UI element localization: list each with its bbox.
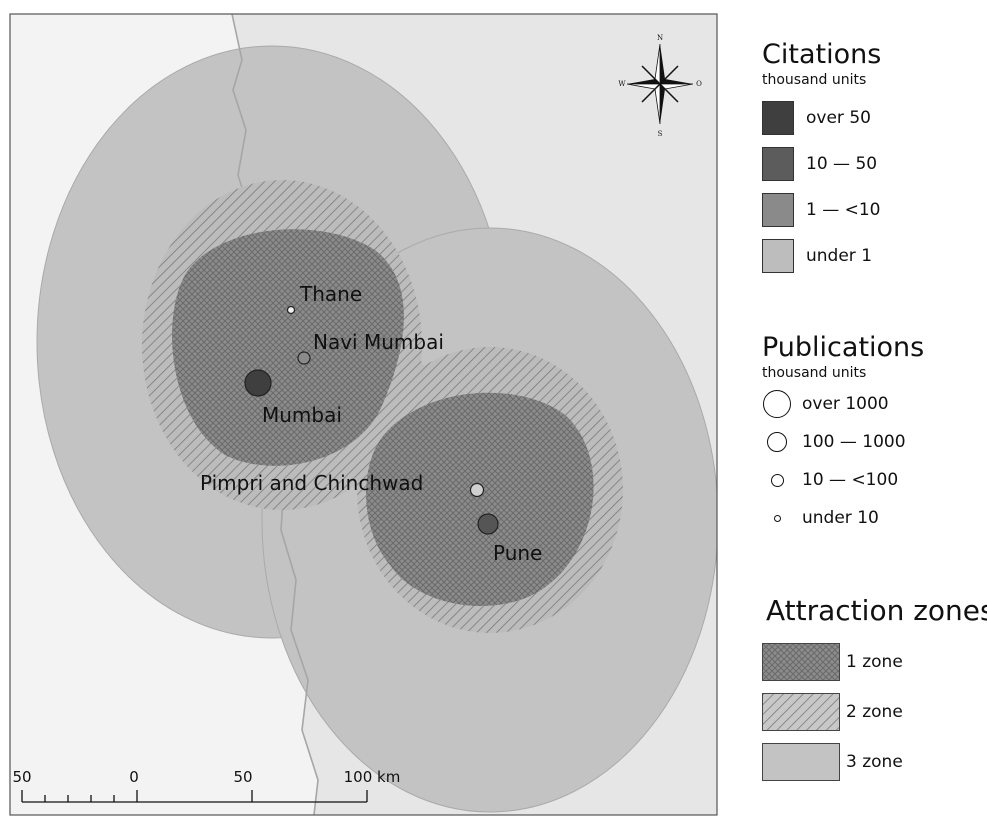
- circle-size-icon: [763, 390, 791, 418]
- legend-publications: Publications thousand units over 1000 10…: [762, 333, 924, 533]
- circle-size-icon: [767, 432, 787, 452]
- legend-swatch: [762, 147, 794, 181]
- legend-label: over 50: [806, 108, 871, 128]
- city-label-mumbai: Mumbai: [262, 403, 342, 427]
- city-label-pimpri-chinchwad: Pimpri and Chinchwad: [200, 471, 423, 495]
- legend-item: 10 — <100: [762, 465, 924, 495]
- legend-item: under 10: [762, 503, 924, 533]
- compass-rose-icon: N S W O: [618, 34, 702, 138]
- compass-east-label: O: [696, 80, 702, 88]
- circle-size-icon: [773, 514, 781, 522]
- scale-bar: [21, 790, 368, 803]
- compass-south-label: S: [658, 130, 663, 138]
- legend-label: 10 — 50: [806, 154, 878, 174]
- legend-label: under 1: [806, 246, 873, 266]
- legend-citations-subtitle: thousand units: [762, 72, 867, 88]
- scale-tick-label: 50: [12, 768, 31, 786]
- city-marker-pune: [477, 513, 499, 535]
- scale-tick-label: 0: [129, 768, 139, 786]
- legend-citations-title: Citations: [762, 39, 882, 70]
- legend-item: over 50: [762, 101, 881, 135]
- scale-tick-label: 50: [233, 768, 252, 786]
- zone-2-swatch: [762, 693, 840, 731]
- city-label-thane: Thane: [299, 282, 362, 306]
- compass-west-label: W: [618, 80, 626, 88]
- circle-size-icon: [770, 473, 784, 487]
- city-marker-mumbai: [244, 369, 272, 397]
- legend-item: 1 zone: [762, 643, 987, 681]
- legend-publications-subtitle: thousand units: [762, 365, 867, 381]
- legend-label: under 10: [802, 508, 879, 528]
- legend-item: over 1000: [762, 389, 924, 419]
- scale-tick-label: 100 km: [344, 768, 401, 786]
- legend-label: over 1000: [802, 394, 889, 414]
- legend-item: 2 zone: [762, 693, 987, 731]
- legend-item: 1 — <10: [762, 193, 881, 227]
- city-marker-thane: [286, 305, 296, 315]
- legend-citations: Citations thousand units over 50 10 — 50…: [762, 40, 881, 273]
- legend-label: 1 zone: [846, 652, 903, 672]
- legend-publications-title: Publications: [762, 332, 925, 363]
- legend-label: 2 zone: [846, 702, 903, 722]
- legend-item: under 1: [762, 239, 881, 273]
- zone-1-swatch: [762, 643, 840, 681]
- city-markers: [244, 305, 499, 535]
- city-label-pune: Pune: [493, 541, 542, 565]
- zone-1: [172, 229, 594, 607]
- legend-swatch: [762, 101, 794, 135]
- zone-3-swatch: [762, 743, 840, 781]
- legend-label: 3 zone: [846, 752, 903, 772]
- legend-label: 1 — <10: [806, 200, 881, 220]
- city-marker-pimpri-chinchwad: [469, 482, 485, 498]
- legend-zones-title: Attraction zones: [766, 594, 987, 627]
- legend-swatch: [762, 239, 794, 273]
- legend-swatch: [762, 193, 794, 227]
- city-marker-navi-mumbai: [297, 351, 311, 365]
- legend-item: 10 — 50: [762, 147, 881, 181]
- legend-label: 100 — 1000: [802, 432, 906, 452]
- city-label-navi-mumbai: Navi Mumbai: [313, 330, 444, 354]
- legend-item: 3 zone: [762, 743, 987, 781]
- legend-label: 10 — <100: [802, 470, 899, 490]
- legend-zones: Attraction zones 1 zone 2 zone: [762, 594, 987, 781]
- legend-item: 100 — 1000: [762, 427, 924, 457]
- compass-north-label: N: [657, 34, 663, 42]
